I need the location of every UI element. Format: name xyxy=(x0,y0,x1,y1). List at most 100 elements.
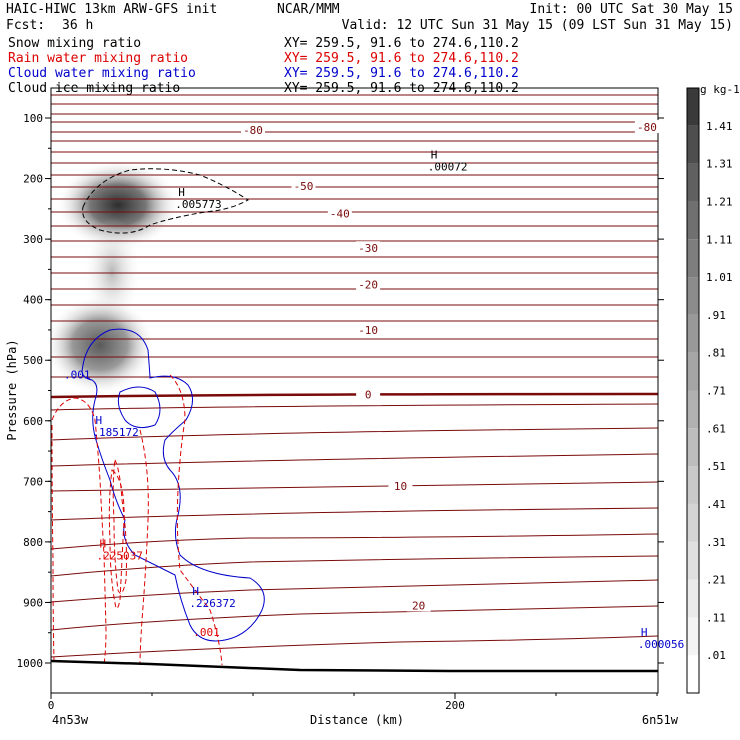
colorbar-level-label: .51 xyxy=(706,460,726,473)
colorbar-frame xyxy=(686,87,700,694)
colorbar-level-label: .41 xyxy=(706,498,726,511)
temp-label-bg xyxy=(356,241,381,255)
isotherms xyxy=(51,94,658,658)
surface-line xyxy=(51,659,658,673)
colorbar-swatch xyxy=(687,541,699,580)
colorbar-level-label: 1.21 xyxy=(706,195,733,208)
field-xy-cloudwater: XY= 259.5, 91.6 to 274.6,110.2 xyxy=(284,66,519,81)
colorbar-level-label: 1.31 xyxy=(706,158,733,171)
colorbar-level-label: .81 xyxy=(706,347,726,360)
colorbar: g kg-1 .01 .11 .21 .31 .41 .51 .61 .71 .81 .91 1.0… xyxy=(686,83,740,694)
colorbar-swatch xyxy=(687,466,699,504)
max-value-label: .005773 xyxy=(175,198,221,211)
colorbar-level-label: .21 xyxy=(706,574,726,587)
snow-contour xyxy=(82,168,249,234)
isotherm-zero xyxy=(51,392,658,399)
y-tick-label: 1000 xyxy=(17,657,44,670)
colorbar-swatch xyxy=(687,352,699,391)
max-value-label: .185172 xyxy=(92,426,138,439)
header-init: Init: 00 UTC Sat 30 May 15 xyxy=(530,2,734,17)
field-name-cloudwater: Cloud water mixing ratio xyxy=(8,66,196,81)
maxima-labels: H.005773H.00072H.185172H.225037H.226372H… xyxy=(92,148,684,651)
max-value-label: .000056 xyxy=(638,638,684,651)
left-endpoint-label: 4n53w xyxy=(52,713,89,727)
colorbar-swatch xyxy=(687,428,699,467)
colorbar-swatch xyxy=(687,579,699,618)
colorbar-level-label: .31 xyxy=(706,536,726,549)
colorbar-swatch xyxy=(687,314,699,353)
y-tick-label: 800 xyxy=(23,536,43,549)
rainwater-contours xyxy=(51,374,223,666)
y-tick-label: 500 xyxy=(23,354,43,367)
colorbar-unit: g kg-1 xyxy=(700,83,740,96)
x-axis-label: Distance (km) xyxy=(310,713,404,727)
header-fcst-label: Fcst: xyxy=(6,18,45,33)
max-marker-h: H xyxy=(192,585,199,598)
colorbar-swatch xyxy=(687,125,699,164)
temperature-label: -50 xyxy=(294,180,314,193)
temperature-labels: -80 -80 -50 -40 -30 -20 -10 0 10 20 xyxy=(241,120,659,612)
temp-label-bg xyxy=(356,387,381,401)
header-title: HAIC-HIWC 13km ARW-GFS init xyxy=(6,2,217,17)
temperature-label: -10 xyxy=(358,324,378,337)
colorbar-level-label: .71 xyxy=(706,385,726,398)
colorbar-swatch xyxy=(687,201,699,240)
temperature-label: -80 xyxy=(637,121,657,134)
max-value-label: .226372 xyxy=(189,597,235,610)
colorbar-swatch xyxy=(687,617,699,656)
snow-shading-lower xyxy=(51,295,155,395)
temp-label-bg xyxy=(356,322,381,336)
max-marker-h: H xyxy=(641,626,648,639)
colorbar-level-label: .01 xyxy=(706,649,726,662)
colorbar-swatch xyxy=(687,277,699,315)
colorbar-level-label: 1.41 xyxy=(706,120,733,133)
y-tick-label: 100 xyxy=(23,112,43,125)
y-axis-label: Pressure (hPa) xyxy=(5,339,19,440)
y-tick-label: 400 xyxy=(23,294,43,307)
max-marker-h: H xyxy=(178,186,185,199)
field-name-snow: Snow mixing ratio xyxy=(8,36,141,51)
colorbar-swatch xyxy=(687,239,699,278)
contour-value-labels: .001 .001 xyxy=(64,368,220,638)
temperature-label: 0 xyxy=(365,389,372,402)
right-endpoint-label: 6n51w xyxy=(642,713,679,727)
colorbar-swatch xyxy=(687,88,699,126)
max-value-label: .00072 xyxy=(428,160,468,173)
field-xy-rain: XY= 259.5, 91.6 to 274.6,110.2 xyxy=(284,51,519,66)
y-tick-label: 200 xyxy=(23,173,43,186)
x-tick-label: 200 xyxy=(445,699,465,712)
snow-shading-upper xyxy=(56,160,180,250)
y-tick-label: 700 xyxy=(23,475,43,488)
y-tick-label: 300 xyxy=(23,233,43,246)
temperature-label: 20 xyxy=(412,599,425,612)
temp-label-bg xyxy=(356,277,381,291)
colorbar-level-label: 1.01 xyxy=(706,271,733,284)
colorbar-level-label: .61 xyxy=(706,422,726,435)
colorbar-level-label: 1.11 xyxy=(706,233,733,246)
cloudwater-contours xyxy=(81,328,265,642)
header-fcst-hours: 36 h xyxy=(62,18,93,33)
max-marker-h: H xyxy=(99,538,106,551)
header-org: NCAR/MMM xyxy=(277,2,340,17)
field-xy-snow: XY= 259.5, 91.6 to 274.6,110.2 xyxy=(284,36,519,51)
temperature-label: -20 xyxy=(358,279,378,292)
y-tick-label: 600 xyxy=(23,415,43,428)
temperature-label: -40 xyxy=(330,208,350,221)
x-tick-label: 0 xyxy=(48,699,55,712)
temp-label-bg xyxy=(634,120,659,134)
temperature-label: -30 xyxy=(358,242,378,255)
y-tick-label: 900 xyxy=(23,596,43,609)
temperature-label: 10 xyxy=(394,480,407,493)
field-name-rain: Rain water mixing ratio xyxy=(8,51,188,66)
temp-label-bg xyxy=(327,206,352,220)
colorbar-swatch xyxy=(687,655,699,693)
temp-label-bg xyxy=(406,598,431,612)
colorbar-swatch xyxy=(687,390,699,429)
x-axis: 0 200 xyxy=(48,693,658,712)
plot-area xyxy=(51,94,658,673)
max-marker-h: H xyxy=(431,148,438,161)
max-value-label: .225037 xyxy=(96,550,142,563)
temp-label-bg xyxy=(388,479,413,493)
